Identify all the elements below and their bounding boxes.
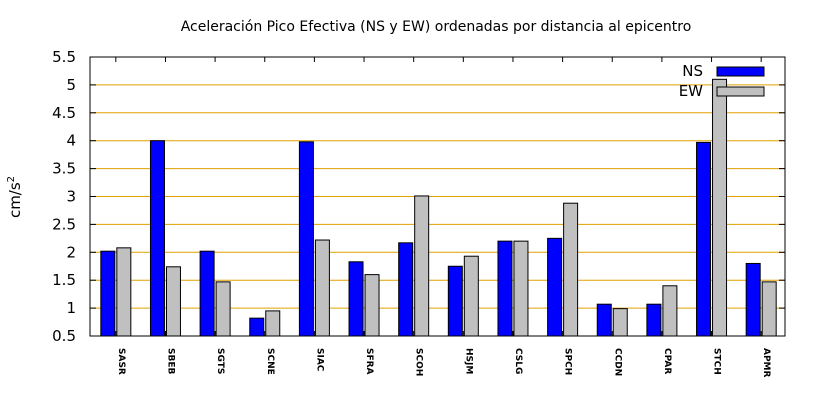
bar-ew-sbeb — [165, 266, 181, 337]
bar-ns-apmr — [745, 262, 761, 337]
x-tick-label: APMR — [761, 348, 771, 378]
legend: NS EW — [679, 62, 765, 100]
bar-ew-siac — [314, 239, 330, 337]
x-tick-label: SASR — [116, 348, 126, 375]
y-tick-label: 0.5 — [52, 327, 76, 345]
x-tick-label: CPAR — [662, 348, 672, 374]
y-tick-label: 1.5 — [52, 271, 76, 289]
bar-ew-cslg — [513, 240, 529, 337]
x-tick-label: SIAC — [314, 348, 324, 372]
bar-ew-sfra — [364, 274, 380, 337]
bar-ns-sfra — [348, 261, 364, 337]
x-tick-label: SFRA — [364, 348, 374, 375]
legend-swatch-ew — [716, 86, 765, 97]
y-tick-label: 3 — [66, 188, 76, 206]
y-tick-label: 5 — [66, 76, 76, 94]
bar-ew-cpar — [662, 285, 678, 337]
y-tick-label: 5.5 — [52, 48, 76, 66]
x-tick-label: SCNE — [265, 348, 275, 375]
bar-ew-sasr — [116, 247, 132, 337]
bar-ew-ccdn — [612, 308, 628, 337]
legend-label-ns: NS — [682, 62, 703, 80]
bar-ns-spch — [547, 237, 563, 337]
bar-ew-scoh — [414, 195, 430, 337]
x-tick-label: SBEB — [165, 348, 175, 374]
y-tick-label: 2 — [66, 243, 76, 261]
bar-ew-spch — [563, 202, 579, 337]
bar-ns-cpar — [646, 303, 662, 337]
legend-swatch-ns — [716, 66, 765, 77]
y-tick-label: 1 — [66, 299, 76, 317]
bar-ns-sbeb — [149, 140, 165, 337]
bar-ns-stch — [696, 141, 712, 337]
bar-ns-siac — [298, 141, 314, 337]
bar-ns-sasr — [100, 250, 116, 337]
x-tick-label: STCH — [712, 348, 722, 375]
y-axis-label: cm/s2 — [6, 176, 24, 218]
bar-ew-sgts — [215, 281, 231, 337]
x-axis-ticks: SASR SBEB SGTS SCNE SIAC SFRA SCOH HSJM CSLG SPCH… — [115, 57, 771, 378]
x-tick-label: SPCH — [563, 348, 573, 375]
bars — [100, 78, 777, 337]
bar-ew-apmr — [761, 281, 777, 337]
grid-lines — [90, 84, 785, 309]
x-tick-label: SGTS — [215, 348, 225, 374]
bar-ns-cslg — [497, 240, 513, 337]
bar-ns-hsjm — [447, 265, 463, 337]
x-tick-label: SCOH — [414, 348, 424, 376]
y-tick-label: 4.5 — [52, 104, 76, 122]
bar-ns-scne — [249, 317, 265, 337]
y-axis-ticks: 0.5 1 1.5 2 2.5 3 3.5 4 4.5 5 5.5 — [52, 48, 785, 345]
x-tick-label: CSLG — [513, 348, 523, 374]
legend-label-ew: EW — [679, 82, 703, 100]
x-tick-label: CCDN — [612, 348, 622, 376]
bar-ns-scoh — [398, 242, 414, 337]
y-tick-label: 4 — [66, 132, 76, 150]
chart-title: Aceleración Pico Efectiva (NS y EW) orde… — [181, 19, 692, 35]
y-tick-label: 3.5 — [52, 160, 76, 178]
bar-ew-scne — [265, 310, 281, 337]
y-tick-label: 2.5 — [52, 215, 76, 233]
bar-ns-sgts — [199, 250, 215, 337]
x-tick-label: HSJM — [463, 348, 473, 374]
bar-ew-stch — [712, 78, 728, 337]
bar-ew-hsjm — [463, 255, 479, 337]
bar-ns-ccdn — [596, 303, 612, 337]
